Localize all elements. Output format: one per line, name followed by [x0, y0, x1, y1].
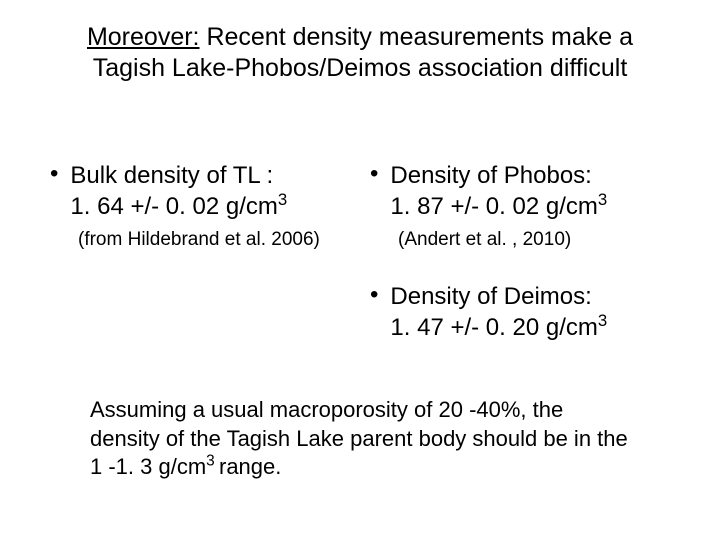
right-b2-line1: Density of Deimos: — [390, 283, 591, 310]
footer-pre: Assuming a usual macroporosity of 20 -40… — [90, 397, 628, 479]
left-b1-line2-sup: 3 — [278, 190, 287, 209]
right-bullet-1: • Density of Phobos: 1. 87 +/- 0. 02 g/c… — [370, 160, 670, 222]
left-b1-line1: Bulk density of TL : — [70, 162, 273, 189]
right-citation-1: (Andert et al. , 2010) — [398, 228, 670, 253]
right-column: • Density of Phobos: 1. 87 +/- 0. 02 g/c… — [360, 160, 680, 345]
right-b2-line2-sup: 3 — [598, 311, 607, 330]
right-bullet-2: • Density of Deimos: 1. 47 +/- 0. 20 g/c… — [370, 281, 670, 343]
bullet-icon: • — [370, 281, 378, 309]
left-bullet-1: • Bulk density of TL : 1. 64 +/- 0. 02 g… — [50, 160, 350, 222]
right-b2-line2-pre: 1. 47 +/- 0. 20 g/cm — [390, 314, 597, 341]
right-bullet-1-body: Density of Phobos: 1. 87 +/- 0. 02 g/cm3 — [390, 160, 607, 222]
footer-sup: 3 — [206, 453, 219, 470]
title-underlined: Moreover: — [87, 23, 200, 51]
right-b1-line1: Density of Phobos: — [390, 162, 591, 189]
footer-post: range. — [219, 454, 281, 479]
left-column: • Bulk density of TL : 1. 64 +/- 0. 02 g… — [40, 160, 360, 345]
right-bullet-2-body: Density of Deimos: 1. 47 +/- 0. 20 g/cm3 — [390, 281, 607, 343]
bullet-icon: • — [50, 160, 58, 188]
right-b1-line2-sup: 3 — [598, 190, 607, 209]
left-bullet-1-body: Bulk density of TL : 1. 64 +/- 0. 02 g/c… — [70, 160, 287, 222]
columns: • Bulk density of TL : 1. 64 +/- 0. 02 g… — [40, 160, 680, 345]
left-citation: (from Hildebrand et al. 2006) — [78, 228, 350, 253]
bullet-icon: • — [370, 160, 378, 188]
footer-text: Assuming a usual macroporosity of 20 -40… — [90, 396, 630, 482]
left-b1-line2-pre: 1. 64 +/- 0. 02 g/cm — [70, 193, 277, 220]
slide: Moreover: Recent density measurements ma… — [0, 0, 720, 540]
slide-title: Moreover: Recent density measurements ma… — [50, 22, 670, 85]
right-b1-line2-pre: 1. 87 +/- 0. 02 g/cm — [390, 193, 597, 220]
